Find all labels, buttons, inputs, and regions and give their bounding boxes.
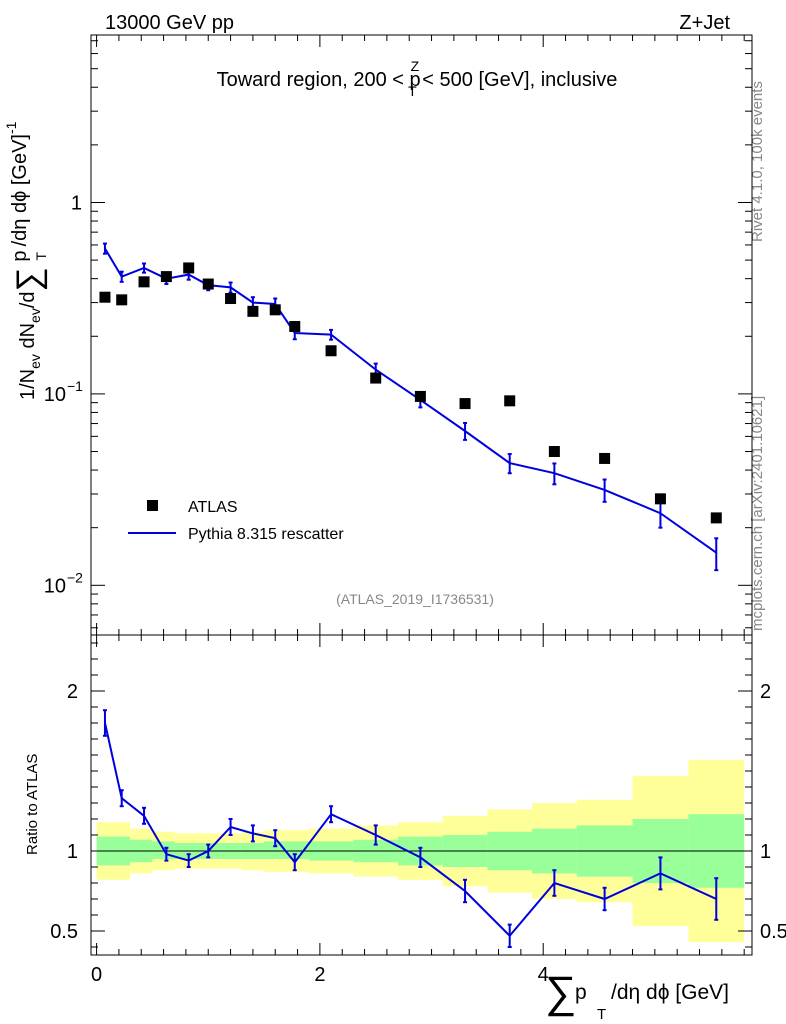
svg-text:1/Nev dNev/d∑ pT /dη dϕ [GeV]: 1/Nev dNev/d∑ pT /dη dϕ [GeV]-1 xyxy=(3,121,49,400)
legend-pythia-label: Pythia 8.315 rescatter xyxy=(188,526,344,543)
atlas-point-13 xyxy=(459,398,471,410)
atlas-point-3 xyxy=(160,271,172,283)
legend: ATLAS Pythia 8.315 rescatter xyxy=(128,499,344,543)
legend-atlas-marker xyxy=(147,500,158,511)
atlas-point-6 xyxy=(225,293,237,305)
ratio-ylabel: Ratio to ATLAS xyxy=(24,754,41,855)
band-green-8 xyxy=(286,841,309,859)
main-ytick-label-sup-2: −2 xyxy=(67,569,83,585)
atlas-point-0 xyxy=(99,291,111,303)
main-title-pre: Toward region, 200 < p xyxy=(217,69,421,91)
ratio-ytick-label-left-1: 1 xyxy=(67,841,78,863)
atlas-point-10 xyxy=(325,345,337,357)
main-ytick-label-2: 10 xyxy=(44,575,66,597)
header-energy: 13000 GeV pp xyxy=(105,12,234,34)
atlas-point-15 xyxy=(548,446,560,458)
xlabel-p: p xyxy=(575,981,587,1004)
xlabel-rest: /dη dϕ [GeV] xyxy=(611,981,729,1004)
xlabel-sub: T xyxy=(597,1006,606,1023)
source-label: mcplots.cern.ch [arXiv:2401.10621] xyxy=(749,396,766,631)
ratio-ytick-label-left-2: 2 xyxy=(67,681,78,703)
main-data xyxy=(99,242,722,572)
ratio-data xyxy=(102,709,719,948)
atlas-point-16 xyxy=(599,452,611,464)
atlas-point-4 xyxy=(183,262,195,274)
main-ytick-label-0: 1 xyxy=(71,192,82,214)
atlas-point-18 xyxy=(710,512,722,524)
ylabel-e-sup: -1 xyxy=(3,121,19,134)
atlas-point-5 xyxy=(202,278,214,290)
ylabel-sum: ∑ xyxy=(10,267,48,291)
rivet-label: Rivet 4.1.0, 100k events xyxy=(749,81,766,242)
ratio-ytick-label-right-0: 0.5 xyxy=(760,921,786,943)
ratio-ytick-label-right-2: 2 xyxy=(760,681,771,703)
atlas-point-7 xyxy=(247,305,259,317)
x-axis-label: ∑ p T /dη dϕ [GeV] xyxy=(545,968,729,1023)
atlas-point-11 xyxy=(370,372,382,384)
main-frame xyxy=(90,34,753,636)
ylabel-d: p xyxy=(9,251,31,268)
watermark: (ATLAS_2019_I1736531) xyxy=(336,591,494,607)
ratio-bands xyxy=(91,759,752,943)
ylabel-b-sub: ev xyxy=(27,308,43,323)
main-title-sub: T xyxy=(408,83,417,99)
xlabel-sum: ∑ xyxy=(545,968,576,1017)
x-tick-label-0: 0 xyxy=(91,964,102,986)
main-ytick-label-1: 10 xyxy=(44,384,66,406)
ratio-ytick-label-left-0: 0.5 xyxy=(50,921,78,943)
main-ytick-label-sup-1: −1 xyxy=(67,378,83,394)
main-title-post: < 500 [GeV], inclusive xyxy=(417,69,618,91)
atlas-point-1 xyxy=(116,294,128,306)
ylabel-a: 1/N xyxy=(17,369,39,400)
ylabel-e: /dη dϕ [GeV] xyxy=(9,134,31,252)
x-tick-label-2: 4 xyxy=(538,964,549,986)
atlas-point-12 xyxy=(414,390,426,402)
ylabel-b: dN xyxy=(17,323,39,354)
main-title-sup: Z xyxy=(411,58,420,74)
main-title: Toward region, 200 < pZ T < 500 [GeV], in… xyxy=(217,58,618,99)
ratio-ytick-label-right-1: 1 xyxy=(760,841,771,863)
atlas-point-8 xyxy=(269,304,281,316)
ratio-frame xyxy=(90,634,753,956)
x-tick-label-1: 2 xyxy=(314,964,325,986)
atlas-point-9 xyxy=(289,320,301,332)
legend-atlas-label: ATLAS xyxy=(188,499,238,516)
header-process: Z+Jet xyxy=(679,12,730,34)
ylabel-a-sub: ev xyxy=(27,354,43,369)
ylabel-c: /d xyxy=(17,291,39,308)
ylabel-d-sub: T xyxy=(33,252,49,261)
atlas-point-17 xyxy=(654,493,666,505)
atlas-point-2 xyxy=(138,276,150,288)
atlas-point-14 xyxy=(504,395,516,407)
